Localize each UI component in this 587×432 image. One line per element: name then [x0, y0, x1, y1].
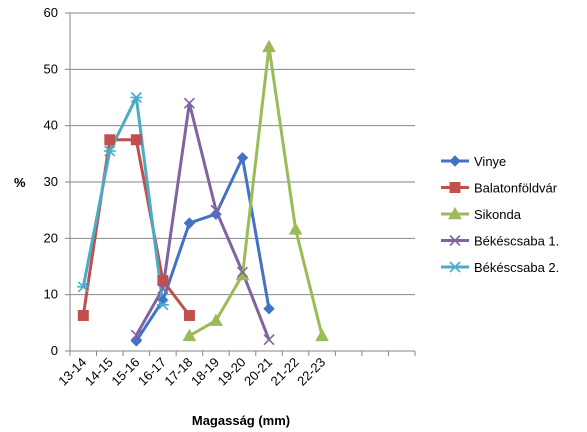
data-point-b-k-scsaba-2: [77, 281, 90, 293]
data-point-balatonf-ldv-r: [104, 134, 116, 146]
legend-swatch-marker: [449, 182, 461, 193]
legend-label: Békéscsaba 1.: [474, 234, 559, 249]
y-tick-label: 50: [44, 61, 58, 76]
y-axis-title: %: [14, 175, 26, 190]
data-point-balatonf-ldv-r: [130, 134, 142, 146]
x-tick-label: 16-17: [135, 355, 169, 389]
x-axis-title: Magasság (mm): [192, 413, 290, 428]
data-point-vinye: [236, 152, 249, 164]
data-point-b-k-scsaba-1: [157, 282, 169, 295]
legend-swatch-marker: [449, 234, 461, 247]
legend-label: Vinye: [474, 154, 506, 169]
legend-item-balatonf-ldv-r: Balatonföldvár: [441, 181, 558, 196]
data-point-sikonda: [262, 39, 276, 53]
data-point-balatonf-ldv-r: [77, 310, 89, 322]
data-point-b-k-scsaba-1: [263, 334, 275, 346]
x-tick-label: 18-19: [188, 355, 222, 389]
legend-swatch-marker: [449, 261, 461, 273]
legend-item-vinye: Vinye: [441, 154, 506, 169]
data-point-sikonda: [182, 328, 197, 342]
data-point-b-k-scsaba-2: [130, 91, 143, 104]
axes: [65, 12, 416, 356]
data-point-b-k-scsaba-2: [103, 145, 116, 157]
x-tick-label: 20-21: [241, 355, 275, 389]
data-point-b-k-scsaba-1: [210, 204, 222, 216]
series-lines: [81, 45, 324, 342]
data-point-sikonda: [209, 313, 223, 326]
series-line-b-k-scsaba-2: [81, 96, 165, 305]
x-tick-label: 15-16: [108, 355, 142, 389]
data-point-vinye: [263, 303, 275, 315]
x-tick-label: 21-22: [268, 355, 302, 389]
series-line-vinye: [135, 156, 271, 342]
series-line-sikonda: [188, 45, 324, 338]
gridlines: [70, 12, 415, 296]
x-tick-label: 14-15: [82, 355, 116, 389]
series-line-balatonf-ldv-r: [81, 138, 191, 317]
legend: Vinye Balatonföldvár Sikonda Békéscsaba 1. B…: [441, 154, 559, 275]
legend-label: Balatonföldvár: [474, 181, 558, 196]
series-line-b-k-scsaba-1: [134, 101, 271, 341]
legend-item-b-k-scsaba-1: Békéscsaba 1.: [441, 234, 559, 249]
y-tick-label: 20: [44, 230, 58, 245]
y-tick-label: 0: [51, 343, 58, 358]
y-tick-label: 30: [44, 174, 58, 189]
legend-item-b-k-scsaba-2: Békéscsaba 2.: [441, 260, 559, 275]
data-point-b-k-scsaba-1: [130, 329, 142, 341]
data-point-sikonda: [315, 328, 329, 342]
data-point-b-k-scsaba-1: [183, 97, 195, 109]
x-tick-labels: 13-1414-1515-1616-1717-1818-1919-2020-21…: [55, 355, 328, 389]
data-point-balatonf-ldv-r: [157, 275, 169, 287]
data-point-balatonf-ldv-r: [183, 310, 195, 322]
data-point-b-k-scsaba-2: [156, 299, 169, 311]
series-markers: [77, 39, 329, 347]
legend-swatch-marker: [449, 155, 461, 167]
data-point-sikonda: [288, 222, 303, 235]
x-tick-label: 17-18: [161, 355, 195, 389]
data-point-vinye: [183, 217, 196, 229]
x-tick-label: 19-20: [215, 355, 249, 389]
legend-swatch-marker: [448, 206, 462, 220]
y-tick-label: 10: [44, 287, 58, 302]
data-point-b-k-scsaba-1: [236, 266, 249, 278]
legend-label: Sikonda: [474, 207, 522, 222]
legend-label: Békéscsaba 2.: [474, 260, 559, 275]
y-tick-labels: 0 10 20 30 40 50 60: [44, 5, 58, 358]
y-tick-label: 40: [44, 118, 58, 133]
data-point-sikonda: [235, 267, 250, 281]
x-tick-label: 22-23: [294, 355, 328, 389]
x-tick-label: 13-14: [55, 355, 89, 389]
legend-item-sikonda: Sikonda: [441, 206, 522, 222]
y-tick-label: 60: [44, 5, 58, 20]
